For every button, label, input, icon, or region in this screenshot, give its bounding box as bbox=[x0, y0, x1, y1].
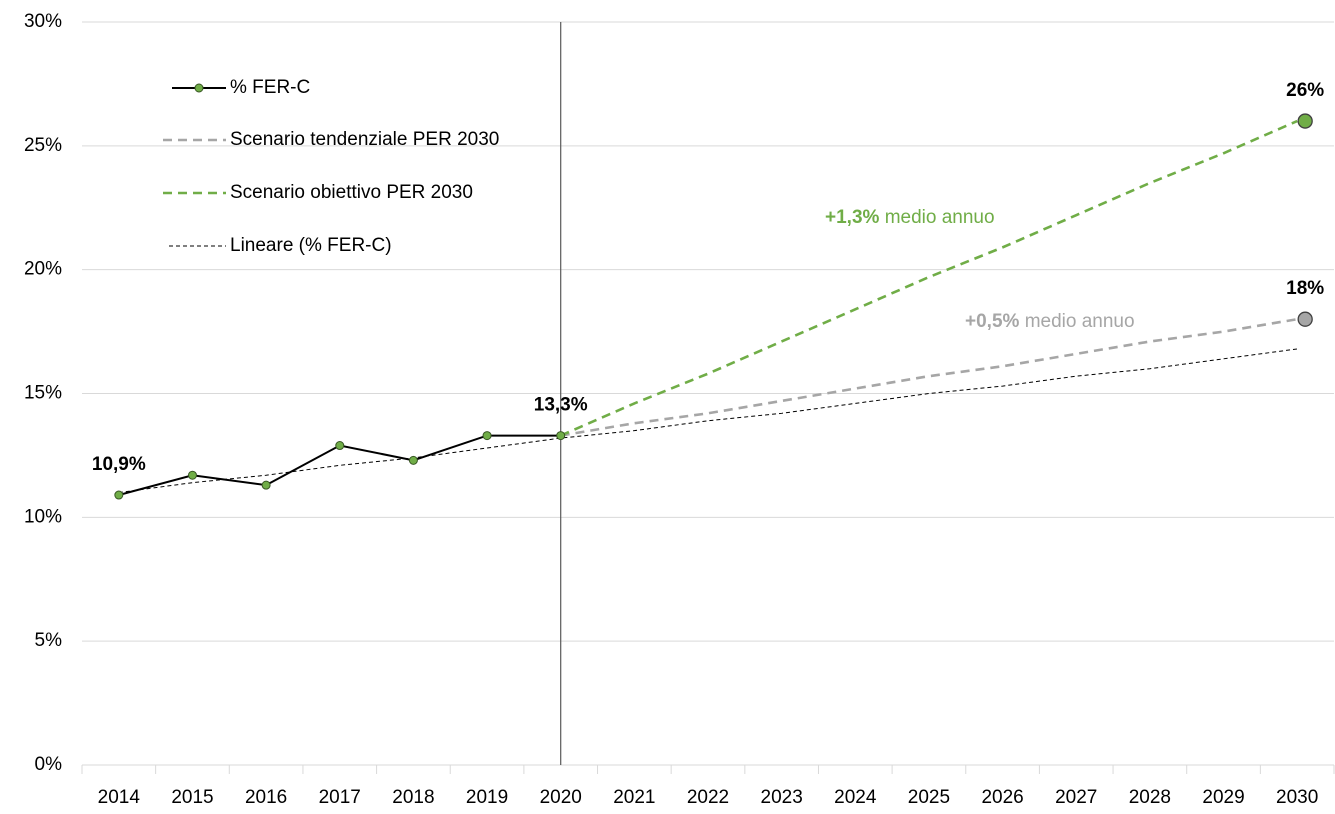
point bbox=[482, 431, 492, 441]
y-tick-label: 0% bbox=[35, 754, 63, 775]
point bbox=[261, 480, 271, 490]
x-tick-label: 2025 bbox=[908, 787, 950, 808]
legend-label: % FER-C bbox=[230, 77, 310, 98]
legend-label: Lineare (% FER-C) bbox=[230, 235, 392, 256]
x-tick-label: 2017 bbox=[319, 787, 361, 808]
y-tick-label: 15% bbox=[24, 383, 62, 404]
annotation-text: medio annuo bbox=[885, 207, 995, 228]
x-tick-label: 2021 bbox=[613, 787, 655, 808]
annotation-text: medio annuo bbox=[1025, 311, 1135, 332]
annotation-bold: +1,3% bbox=[825, 207, 880, 228]
legend-label: Scenario tendenziale PER 2030 bbox=[230, 129, 499, 150]
legend-label: Scenario obiettivo PER 2030 bbox=[230, 182, 473, 203]
y-tick-label: 20% bbox=[24, 259, 62, 280]
point bbox=[187, 470, 197, 480]
data-label: 26% bbox=[1286, 80, 1324, 101]
data-label: 10,9% bbox=[92, 454, 146, 475]
point bbox=[408, 455, 418, 465]
annotation: +0,5% medio annuo bbox=[965, 311, 1135, 332]
x-tick-label: 2015 bbox=[171, 787, 213, 808]
x-tick-label: 2023 bbox=[761, 787, 803, 808]
annotation-bold: +0,5% bbox=[965, 311, 1020, 332]
series-line bbox=[560, 119, 1298, 437]
x-tick-label: 2016 bbox=[245, 787, 287, 808]
y-tick-label: 10% bbox=[24, 506, 62, 527]
point bbox=[1297, 311, 1313, 327]
series-line bbox=[118, 348, 1298, 494]
point bbox=[335, 441, 345, 451]
x-tick-label: 2020 bbox=[540, 787, 582, 808]
x-tick-label: 2019 bbox=[466, 787, 508, 808]
x-tick-label: 2018 bbox=[392, 787, 434, 808]
x-tick-label: 2030 bbox=[1276, 787, 1318, 808]
annotation: +1,3% medio annuo bbox=[825, 207, 995, 228]
y-tick-label: 5% bbox=[35, 630, 63, 651]
x-tick-label: 2027 bbox=[1055, 787, 1097, 808]
series-line bbox=[560, 317, 1298, 437]
y-tick-label: 30% bbox=[24, 11, 62, 32]
x-tick-label: 2028 bbox=[1129, 787, 1171, 808]
point bbox=[1297, 113, 1313, 129]
x-tick-label: 2022 bbox=[687, 787, 729, 808]
data-label: 18% bbox=[1286, 278, 1324, 299]
x-tick-label: 2026 bbox=[981, 787, 1023, 808]
point bbox=[556, 431, 566, 441]
data-label: 13,3% bbox=[534, 395, 588, 416]
y-tick-label: 25% bbox=[24, 135, 62, 156]
legend-marker bbox=[194, 83, 204, 93]
x-tick-label: 2014 bbox=[98, 787, 141, 808]
x-tick-label: 2029 bbox=[1202, 787, 1244, 808]
x-tick-label: 2024 bbox=[834, 787, 877, 808]
point bbox=[114, 490, 124, 500]
